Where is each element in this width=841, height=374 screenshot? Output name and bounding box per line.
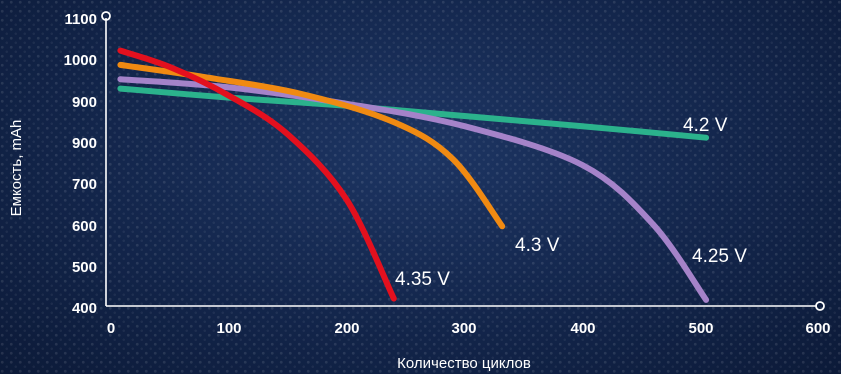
series-label-4-35v: 4.35 V [395,269,450,290]
series-line-4-3v [117,61,506,230]
x-axis-end-marker [815,301,825,311]
series-line-4-25v [117,76,710,303]
x-tick-label: 400 [570,320,595,337]
y-tick-label: 700 [72,176,97,193]
series-line-4-35v [117,47,397,302]
series-label-4-25v: 4.25 V [692,246,747,267]
series-label-4-3v: 4.3 V [515,235,560,256]
y-axis-title: Емкость, mAh [8,120,25,217]
y-axis-end-marker [101,11,111,21]
series-line-4-2v [117,85,710,141]
x-axis-title: Количество циклов [397,355,531,372]
x-tick-label: 200 [334,320,359,337]
x-tick-label: 300 [451,320,476,337]
x-tick-label: 100 [216,320,241,337]
y-tick-label: 400 [72,300,97,317]
y-tick-label: 900 [72,135,97,152]
y-tick-label: 1100 [64,11,97,28]
x-tick-label: 500 [688,320,713,337]
x-tick-label: 600 [805,320,830,337]
y-tick-label: 1000 [64,52,97,69]
y-tick-label: 900 [72,94,97,111]
series-label-4-2v: 4.2 V [683,115,728,136]
y-tick-label: 600 [72,218,97,235]
x-tick-label: 0 [107,320,115,337]
y-tick-label: 500 [72,259,97,276]
